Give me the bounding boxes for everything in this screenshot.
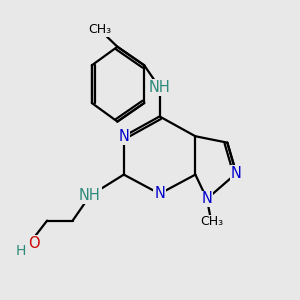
- Text: O: O: [28, 236, 40, 250]
- Text: NH: NH: [79, 188, 101, 203]
- Text: N: N: [202, 191, 212, 206]
- Text: N: N: [231, 166, 242, 181]
- Text: CH₃: CH₃: [88, 23, 111, 36]
- Text: N: N: [154, 186, 165, 201]
- Text: N: N: [118, 129, 129, 144]
- Text: CH₃: CH₃: [200, 215, 223, 228]
- Text: H: H: [16, 244, 26, 258]
- Text: NH: NH: [149, 80, 170, 95]
